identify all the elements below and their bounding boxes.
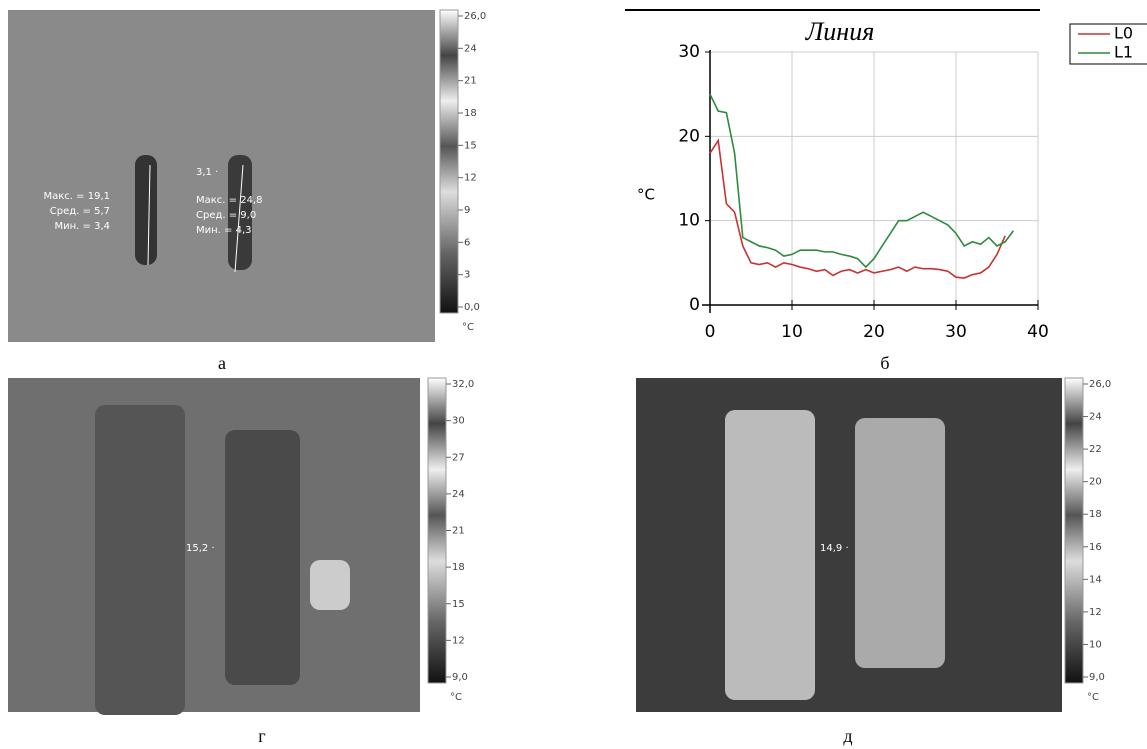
- scale-label: 32,0: [452, 379, 474, 390]
- series-line: [709, 93, 1015, 269]
- legend-label: L1: [1114, 43, 1133, 62]
- scale-label: 30: [452, 416, 465, 427]
- y-tick-label: 20: [678, 126, 700, 146]
- color-scale: [439, 9, 459, 314]
- thermal-image: [636, 378, 1062, 712]
- chart-title: Линия: [805, 17, 875, 46]
- measure-line: [147, 164, 151, 266]
- color-scale: [1064, 377, 1084, 684]
- y-tick-label: 30: [678, 42, 700, 62]
- annotation: 14,9 ·: [820, 543, 849, 554]
- figure-silhouette: [228, 155, 252, 270]
- y-tick-label: 0: [689, 295, 700, 315]
- scale-label: 9,0: [1089, 672, 1105, 683]
- annotation: Мин. = 3,4: [55, 221, 110, 232]
- legend-box: [1069, 23, 1147, 65]
- x-tick-label: 20: [863, 322, 885, 342]
- scale-label: 16: [1089, 542, 1102, 553]
- scale-label: 12: [452, 635, 465, 646]
- series-line: [709, 138, 1006, 279]
- panel-caption: д: [843, 726, 852, 746]
- scale-label: 26,0: [464, 11, 486, 22]
- scale-label: 27: [452, 452, 465, 463]
- x-tick-label: 40: [1027, 322, 1049, 342]
- measure-line: [234, 164, 244, 273]
- scale-label: 24: [464, 43, 477, 54]
- thermal-image: [8, 10, 435, 342]
- scale-label: 15: [452, 599, 465, 610]
- scale-label: 14: [1089, 574, 1102, 585]
- annotation: 3,1 ·: [196, 167, 218, 178]
- scale-label: 21: [452, 526, 465, 537]
- x-tick-label: 30: [945, 322, 967, 342]
- scale-unit: °C: [450, 692, 462, 703]
- scale-label: 22: [1089, 444, 1102, 455]
- annotation: Макс. = 24,8: [196, 195, 262, 206]
- y-axis-label: °C: [637, 186, 655, 204]
- scale-unit: °C: [462, 322, 474, 333]
- scale-label: 9: [464, 205, 470, 216]
- scale-label: 21: [464, 76, 477, 87]
- scale-label: 12: [464, 173, 477, 184]
- scale-label: 18: [464, 108, 477, 119]
- scale-label: 9,0: [452, 672, 468, 683]
- figure-silhouette: [310, 560, 350, 610]
- scale-label: 20: [1089, 477, 1102, 488]
- x-tick-label: 10: [781, 322, 803, 342]
- annotation: Мин. = 4,3: [196, 225, 251, 236]
- annotation: Сред. = 9,0: [196, 210, 256, 221]
- figure-silhouette: [225, 430, 300, 685]
- panel-caption: а: [218, 353, 226, 373]
- panel-caption: б: [880, 353, 889, 373]
- scale-label: 12: [1089, 607, 1102, 618]
- color-scale: [427, 377, 447, 684]
- annotation: Макс. = 19,1: [44, 191, 110, 202]
- scale-label: 18: [1089, 509, 1102, 520]
- thermal-image: [8, 378, 420, 712]
- annotation: Сред. = 5,7: [50, 206, 110, 217]
- y-tick-label: 10: [678, 211, 700, 231]
- scale-label: 24: [452, 489, 465, 500]
- scale-label: 0,0: [464, 302, 480, 313]
- scale-label: 26,0: [1089, 379, 1111, 390]
- legend-label: L0: [1114, 24, 1133, 43]
- scale-label: 10: [1089, 639, 1102, 650]
- scale-label: 3: [464, 270, 470, 281]
- x-tick-label: 0: [705, 322, 716, 342]
- scale-label: 18: [452, 562, 465, 573]
- scale-label: 15: [464, 140, 477, 151]
- figure-silhouette: [855, 418, 945, 668]
- scale-label: 6: [464, 237, 470, 248]
- figure-silhouette: [135, 155, 157, 265]
- scale-unit: °C: [1087, 692, 1099, 703]
- annotation: 15,2 ·: [186, 543, 215, 554]
- scale-label: 24: [1089, 412, 1102, 423]
- figure-silhouette: [725, 410, 815, 700]
- figure-silhouette: [95, 405, 185, 715]
- panel-caption: г: [258, 726, 265, 746]
